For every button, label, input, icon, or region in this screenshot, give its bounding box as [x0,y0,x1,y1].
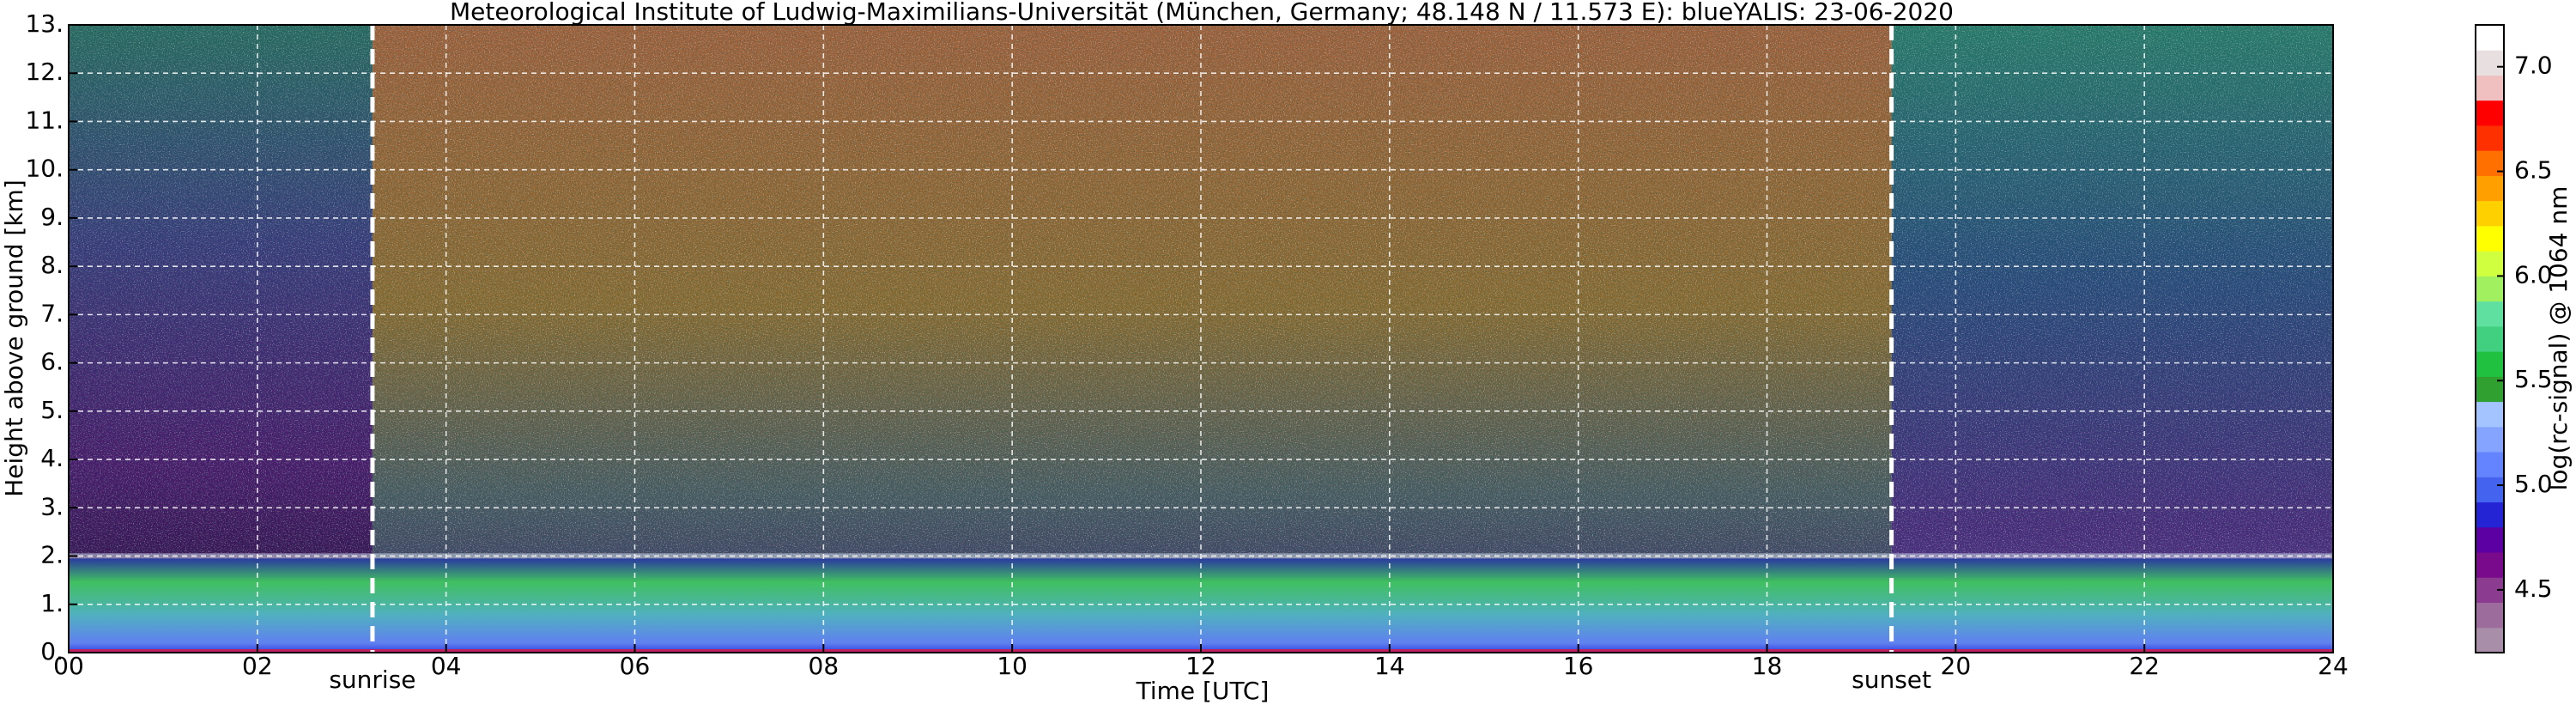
colorbar-segment [2476,25,2504,51]
colorbar-segment [2476,75,2504,101]
colorbar-segment [2476,401,2504,428]
colorbar-segment [2476,325,2504,352]
colorbar-label: log(rc-signal) @ 1064 nm [2544,186,2573,491]
colorbar-segment [2476,526,2504,553]
colorbar-segment [2476,125,2504,151]
y-tick-label: 3. [40,492,64,520]
colorbar-segment [2476,351,2504,377]
x-tick-label: 20 [1941,652,1972,680]
colorbar-segment [2476,276,2504,302]
y-tick-label: 10. [25,155,64,183]
colorbar-tick-label: 5.5 [2514,365,2553,393]
colorbar-segment [2476,477,2504,503]
x-tick-label: 10 [997,652,1027,680]
annotation-label: sunset [1852,665,1931,694]
x-tick-label: 24 [2318,652,2349,680]
y-tick-label: 0. [40,637,64,665]
colorbar-frame [2475,24,2505,653]
y-tick-label: 2. [40,541,64,569]
colorbar-segment [2476,225,2504,252]
colorbar-segment [2476,602,2504,629]
axes: 00 02 04 06 08 10 12 14 16 18 20 22 24 0. 1. 2. 3. 4. 5. 6.… [25,9,2348,694]
y-tick-label: 1. [40,589,64,617]
colorbar-segment [2476,175,2504,202]
y-tick-label: 4. [40,444,64,472]
y-tick-label: 13. [25,9,64,38]
colorbar-segment [2476,552,2504,578]
y-tick-label: 5. [40,396,64,424]
x-tick-label: 00 [53,652,84,680]
y-tick-label: 12. [25,58,64,86]
y-tick-label: 11. [25,106,64,134]
colorbar-tick-label: 6.5 [2514,156,2553,185]
x-tick-label: 22 [2129,652,2160,680]
colorbar-segment [2476,301,2504,327]
y-tick-label: 6. [40,348,64,376]
colorbar-segment [2476,627,2504,653]
x-tick-label: 18 [1752,652,1783,680]
x-tick-label: 16 [1563,652,1594,680]
colorbar-tick-label: 5.0 [2514,470,2553,498]
colorbar-segment [2476,501,2504,528]
colorbar-segment [2476,50,2504,76]
x-tick-label: 02 [242,652,273,680]
x-tick-label: 06 [620,652,651,680]
colorbar-tick-label: 7.0 [2514,52,2553,80]
chart-title: Meteorological Institute of Ludwig-Maxim… [450,0,1954,26]
colorbar-tick-label: 6.0 [2514,260,2553,289]
y-axis-label: Height above ground [km] [0,179,28,497]
colorbar-tick-label: 4.5 [2514,574,2553,603]
colorbar-segment [2476,200,2504,227]
annotation-label: sunrise [329,665,415,694]
y-tick-label: 7. [40,299,64,327]
plot-frame [68,24,2334,653]
colorbar-segment [2476,100,2504,126]
y-tick-label: 9. [40,203,64,231]
x-tick-label: 14 [1374,652,1405,680]
colorbar-segment [2476,251,2504,276]
colorbar-segment [2476,452,2504,477]
colorbar-segment [2476,426,2504,453]
x-tick-label: 12 [1185,652,1216,680]
x-tick-label: 08 [809,652,839,680]
x-axis-label: Time [UTC] [1136,677,1270,705]
x-tick-label: 04 [431,652,462,680]
y-tick-label: 8. [40,251,64,279]
